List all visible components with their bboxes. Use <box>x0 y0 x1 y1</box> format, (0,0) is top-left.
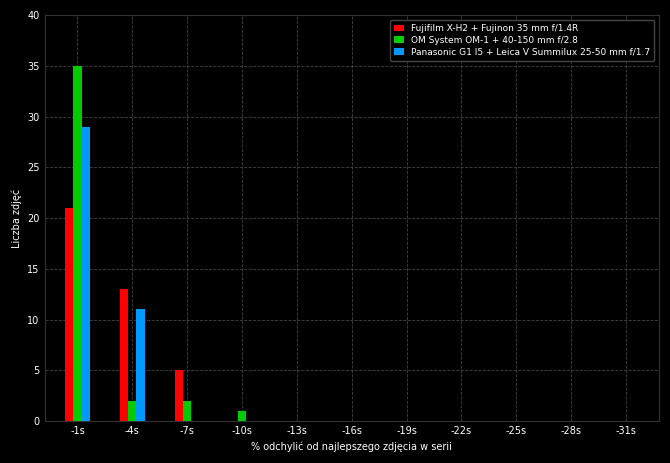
Bar <box>82 127 90 421</box>
Bar <box>183 400 191 421</box>
Y-axis label: Liczba zdjęć: Liczba zdjęć <box>11 188 21 248</box>
Bar <box>128 400 137 421</box>
Bar <box>175 370 183 421</box>
X-axis label: % odchylić od najlepszego zdjęcia w serii: % odchylić od najlepszego zdjęcia w seri… <box>251 441 452 452</box>
Bar <box>65 208 73 421</box>
Bar <box>73 66 82 421</box>
Bar <box>238 411 246 421</box>
Bar <box>137 309 145 421</box>
Legend: Fujifilm X-H2 + Fujinon 35 mm f/1.4R, OM System OM-1 + 40-150 mm f/2.8, Panasoni: Fujifilm X-H2 + Fujinon 35 mm f/1.4R, OM… <box>390 19 655 61</box>
Bar <box>120 289 128 421</box>
